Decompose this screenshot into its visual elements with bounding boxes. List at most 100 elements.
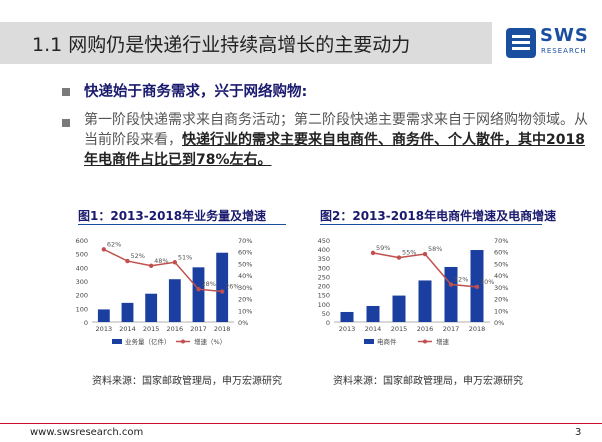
y-left-tick-label: 600 [76, 237, 88, 245]
data-label: 58% [428, 245, 442, 253]
y-left-tick-label: 450 [318, 237, 330, 245]
y-left-tick-label: 300 [318, 264, 330, 272]
legend-bar-label: 电商件 [377, 337, 397, 346]
bar [97, 309, 110, 322]
logo-subtitle: RESEARCH [541, 47, 587, 55]
y-left-tick-label: 200 [318, 283, 330, 291]
line-point [448, 282, 454, 287]
data-label: 48% [154, 257, 168, 265]
y-left-tick-label: 200 [76, 292, 88, 300]
bullet-paragraph-plain: 第一阶段快递需求来自商务活动；第二阶段快递主要需求来自于网络购物领域。从当前阶段… [84, 112, 588, 148]
legend-bar-swatch [364, 339, 374, 344]
y-right-tick-label: 10% [494, 307, 508, 315]
bullet-paragraph: 第一阶段快递需求来自商务活动；第二阶段快递主要需求来自于网络购物领域。从当前阶段… [84, 110, 594, 170]
y-right-tick-label: 50% [494, 260, 508, 268]
bar [145, 293, 158, 322]
line-point [196, 287, 201, 292]
y-right-tick-label: 40% [494, 272, 508, 280]
line-point [474, 284, 480, 290]
line-point [370, 250, 376, 256]
y-right-tick-label: 30% [494, 284, 508, 292]
data-label: 52% [131, 252, 145, 260]
data-label: 30% [480, 278, 494, 286]
bullet-paragraph-highlight: 快递行业的需求主要来自电商件、商务件、个人散件，其中2018年电商件占比已到78… [84, 132, 585, 168]
slide-title: 1.1 网购仍是快递行业持续高增长的主要动力 [32, 34, 411, 56]
bar [192, 267, 205, 322]
y-left-tick-label: 350 [318, 255, 330, 263]
legend-bar-label: 业务量（亿件） [125, 337, 171, 346]
data-label: 51% [178, 253, 192, 261]
chart-1: 0 100 200 300 400 500 600 0% 10% 20% 30% 40% 50% 60% 7… [76, 237, 253, 346]
y-left-tick-label: 500 [76, 251, 88, 259]
figure2-source: 资料来源：国家邮政管理局，申万宏源研究 [333, 376, 523, 387]
y-left-tick-label: 100 [318, 301, 330, 309]
sws-logo: SWS RESEARCH [506, 22, 594, 62]
x-tick-label: 2017 [443, 325, 460, 333]
line-point [148, 263, 154, 268]
y-right-tick-label: 60% [238, 249, 252, 257]
y-left-tick-label: 0 [326, 319, 330, 327]
x-tick-label: 2016 [417, 325, 434, 333]
bar [392, 295, 406, 322]
data-label: 32% [454, 276, 468, 284]
x-tick-label: 2017 [190, 325, 207, 333]
line-series [103, 248, 223, 293]
line-point [101, 247, 107, 252]
data-label: 59% [376, 244, 390, 252]
y-right-tick-label: 0% [494, 319, 504, 327]
logo-name: SWS [540, 25, 589, 46]
legend-line-marker [181, 339, 185, 344]
data-label: 55% [402, 249, 416, 257]
bar [216, 252, 229, 322]
line-point [125, 258, 130, 264]
legend-line-marker [423, 339, 427, 344]
x-tick-label: 2018 [214, 325, 231, 333]
chart-2: 0501001502002503003504004500%10%20%30%40… [318, 237, 509, 346]
y-left-tick-label: 300 [76, 278, 88, 286]
bar [366, 305, 380, 322]
figure1-source: 资料来源：国家邮政管理局，申万宏源研究 [92, 376, 282, 387]
line-point [219, 289, 225, 294]
legend-line-label: 增速 [436, 337, 450, 346]
line-point [172, 260, 178, 265]
bullet-square-icon [62, 119, 70, 127]
y-left-tick-label: 150 [318, 292, 330, 300]
x-tick-label: 2015 [391, 325, 408, 333]
x-tick-label: 2016 [167, 325, 184, 333]
y-left-tick-label: 50 [322, 310, 330, 318]
legend-line-label: 增速（%） [194, 337, 226, 346]
y-left-tick-label: 0 [84, 319, 88, 327]
y-right-tick-label: 60% [494, 249, 508, 257]
y-right-tick-label: 70% [494, 237, 508, 245]
figure1-underline [78, 224, 286, 225]
figure2-title: 图2：2013-2018年电商件增速及电商增速 [320, 209, 557, 223]
bullet-heading: 快递始于商务需求，兴于网络购物: [84, 84, 308, 100]
data-label: 28% [202, 280, 216, 288]
figure2-underline [320, 224, 542, 225]
figure1-title: 图1：2013-2018年业务量及增速 [78, 209, 267, 223]
y-right-tick-label: 20% [494, 296, 508, 304]
x-tick-label: 2018 [469, 325, 486, 333]
x-tick-label: 2014 [119, 325, 136, 333]
y-right-tick-label: 30% [238, 284, 252, 292]
y-right-tick-label: 0% [238, 319, 248, 327]
bar [340, 311, 354, 322]
data-label: 26% [225, 283, 239, 291]
y-left-tick-label: 400 [76, 264, 88, 272]
data-label: 62% [107, 240, 121, 248]
footer-divider [0, 423, 602, 424]
y-left-tick-label: 100 [76, 305, 88, 313]
y-right-tick-label: 70% [238, 237, 252, 245]
bullet-square-icon [62, 88, 70, 96]
x-tick-label: 2013 [96, 325, 113, 333]
y-left-tick-label: 250 [318, 273, 330, 281]
bar [418, 280, 432, 322]
y-left-tick-label: 400 [318, 246, 330, 254]
page-number: 3 [575, 427, 582, 438]
x-tick-label: 2015 [143, 325, 160, 333]
title-bar: 1.1 网购仍是快递行业持续高增长的主要动力 [0, 22, 492, 64]
x-tick-label: 2013 [339, 325, 356, 333]
y-right-tick-label: 10% [238, 307, 252, 315]
bar [168, 279, 181, 322]
line-point [422, 251, 428, 257]
